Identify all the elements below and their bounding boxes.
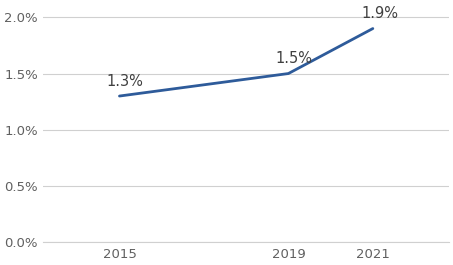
Text: 1.5%: 1.5% — [276, 51, 313, 66]
Text: 1.9%: 1.9% — [361, 6, 398, 21]
Text: 1.3%: 1.3% — [107, 74, 144, 89]
